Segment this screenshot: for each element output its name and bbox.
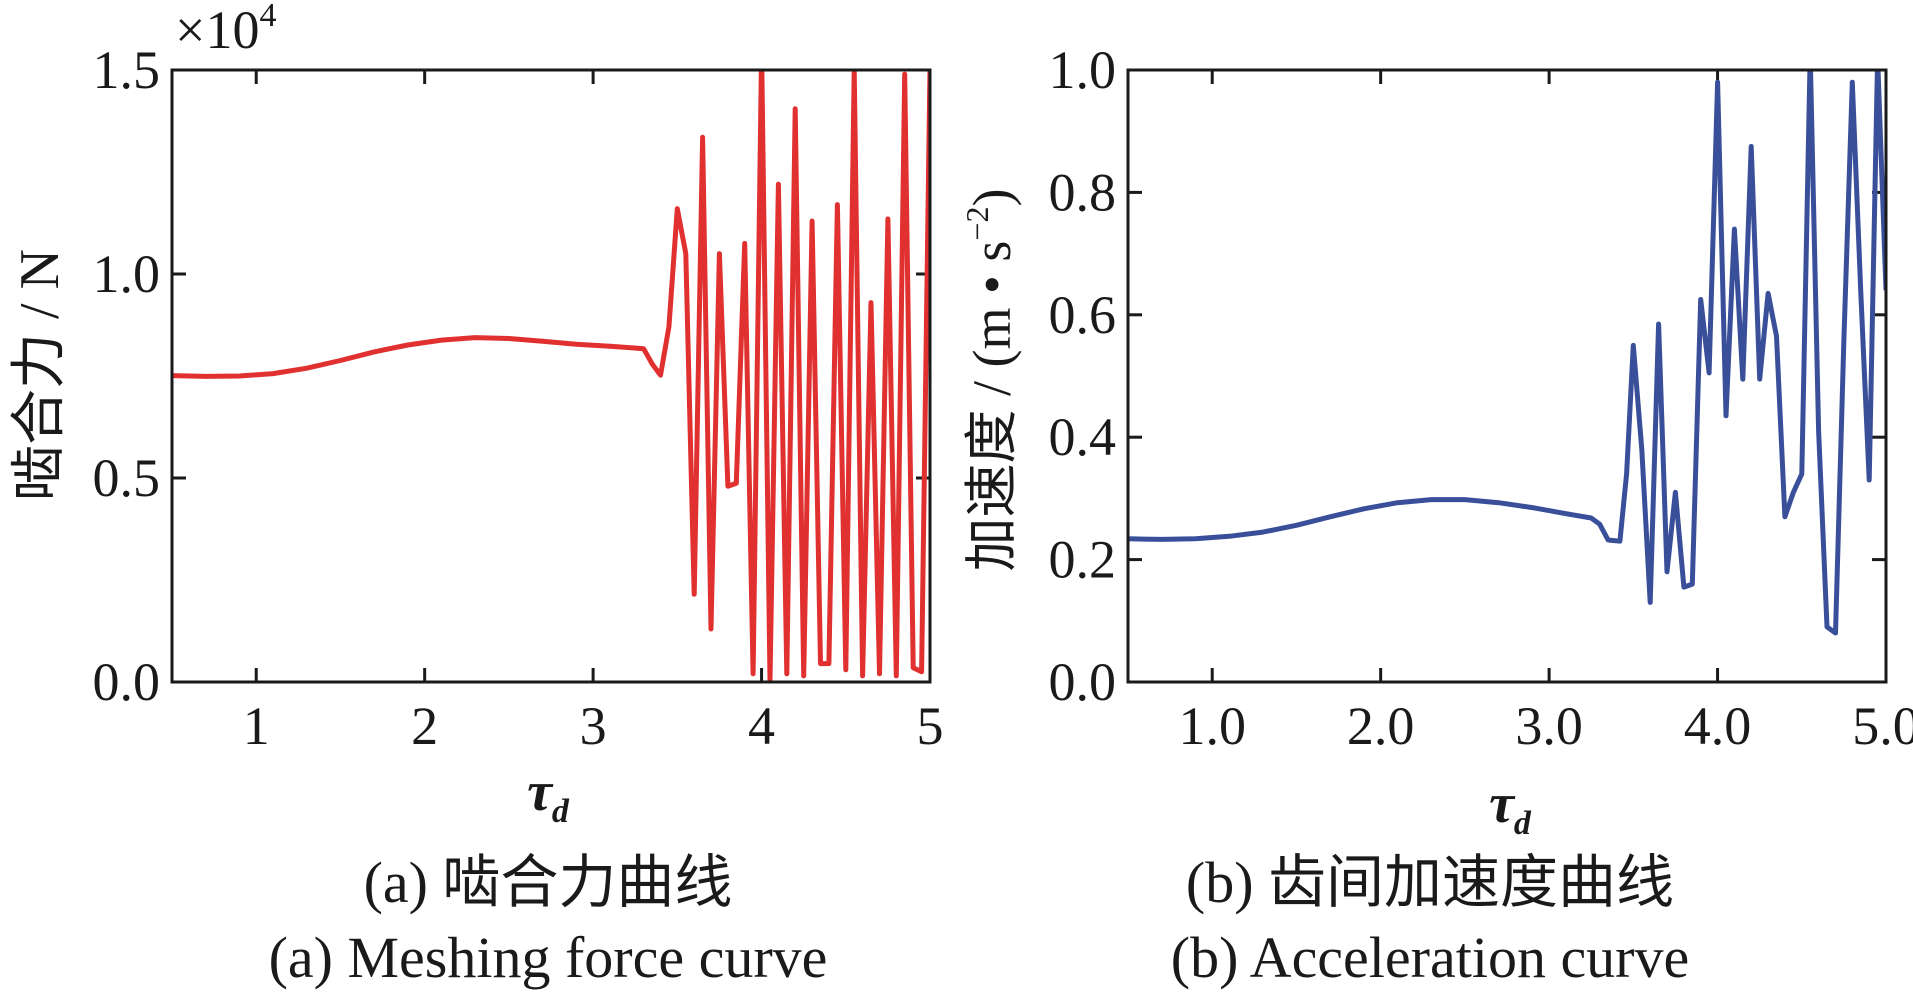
x-axis-label: τd [527,761,570,830]
series-line [172,70,930,682]
x-tick-label: 5.0 [1852,696,1913,756]
caption-cn: (a) 啮合力曲线 [364,850,733,915]
x-tick-label: 4 [748,696,775,756]
caption-cn: (b) 齿间加速度曲线 [1186,850,1674,915]
y-tick-label: 1.5 [93,40,161,100]
caption-en: (b) Acceleration curve [1171,925,1690,990]
y-tick-label: 0.5 [93,448,161,508]
plot-frame [170,68,932,684]
y-tick-label: 0.0 [1049,652,1117,712]
x-tick-label: 3.0 [1515,696,1583,756]
series-line [1128,70,1886,636]
y-multiplier: ×104 [175,0,276,60]
x-tick-label: 1.0 [1178,696,1246,756]
x-tick-label: 3 [580,696,607,756]
x-tick-label: 2 [411,696,438,756]
y-tick-label: 0.6 [1049,285,1117,345]
y-tick-label: 1.0 [93,244,161,304]
chart-panel-a: 1 2 3 4 5 0.0 0.5 1.0 1.5 ×104 啮合力 / N τd (a) 啮合… [9,0,944,990]
plot-frame [1126,68,1888,684]
y-tick-label: 0.4 [1049,407,1117,467]
y-tick-label: 1.0 [1049,40,1117,100]
y-tick-label: 0.2 [1049,530,1117,590]
y-axis-label: 啮合力 / N [9,249,71,501]
x-tick-label: 5 [917,696,944,756]
tick-labels: 1 2 3 4 5 0.0 0.5 1.0 1.5 [93,40,944,756]
tick-labels: 1.0 2.0 3.0 4.0 5.0 0.0 0.2 0.4 0.6 0.8 1.0 [1049,40,1913,756]
y-tick-label: 0.8 [1049,162,1117,222]
x-tick-label: 4.0 [1684,696,1752,756]
series-lines [1128,70,1886,636]
y-axis-label: 加速度 / (m • s−2) [959,189,1022,572]
x-tick-label: 2.0 [1347,696,1415,756]
chart-panel-b: 1.0 2.0 3.0 4.0 5.0 0.0 0.2 0.4 0.6 0.8 1.0 加速度 / … [959,40,1913,990]
x-axis-label: τd [1489,773,1532,842]
axis-ticks [1128,68,1888,684]
caption-en: (a) Meshing force curve [269,925,828,990]
y-tick-label: 0.0 [93,652,161,712]
series-lines [172,70,930,682]
x-tick-label: 1 [243,696,270,756]
